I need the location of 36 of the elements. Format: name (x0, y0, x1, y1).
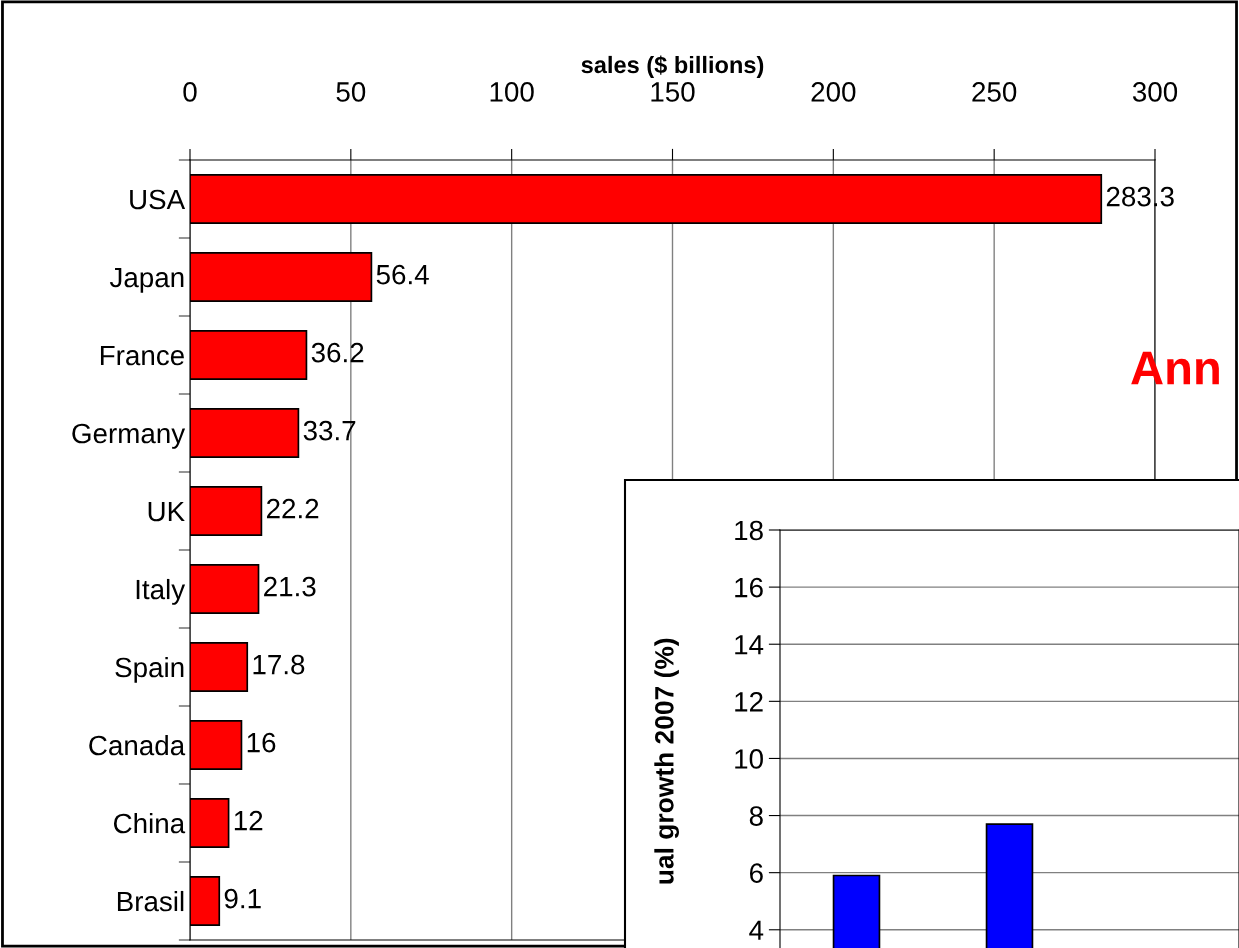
y-tick-label: Germany (72, 423, 186, 449)
x-tick-label: 250 (972, 82, 1017, 102)
y-tick-label: 18 (735, 520, 763, 541)
x-tick-label: 100 (490, 82, 534, 102)
x-tick-label: 300 (1132, 82, 1178, 102)
data-label: 12 (234, 810, 263, 831)
data-label: 16 (247, 732, 276, 753)
y-tick-label: 6 (749, 863, 763, 884)
y-tick-label: Japan (109, 267, 184, 293)
y-tick-label: 10 (735, 749, 763, 769)
x-tick-label: 200 (811, 82, 856, 102)
data-label: 17.8 (253, 654, 305, 675)
y-tick-label: France (100, 345, 184, 366)
x-tick-label: 150 (651, 82, 695, 102)
y-tick-label: China (113, 812, 186, 834)
data-label: 21.3 (264, 576, 316, 597)
data-label: 56.4 (376, 264, 429, 285)
y-axis-title: ual growth 2007 (%) (654, 638, 680, 884)
y-tick-label: 8 (749, 806, 763, 826)
y-tick-label: USA (130, 189, 186, 210)
x-tick-label: 50 (336, 82, 366, 102)
y-tick-label: 14 (735, 635, 764, 655)
data-label: 22.2 (266, 498, 319, 519)
y-tick-label: 16 (735, 577, 763, 598)
x-axis-title: sales ($ billions) (581, 55, 764, 78)
x-tick-label: 0 (183, 82, 197, 102)
y-tick-label: Brasil (117, 890, 184, 912)
y-tick-label: Canada (89, 734, 186, 756)
y-tick-label: 4 (749, 920, 764, 940)
y-tick-label: 12 (735, 692, 763, 712)
data-label: 36.2 (311, 342, 364, 363)
data-label: 33.7 (303, 420, 356, 441)
y-tick-label: Spain (115, 656, 184, 683)
data-label: 9.1 (224, 888, 261, 909)
y-tick-label: UK (148, 501, 185, 522)
y-tick-label: Italy (136, 578, 186, 605)
